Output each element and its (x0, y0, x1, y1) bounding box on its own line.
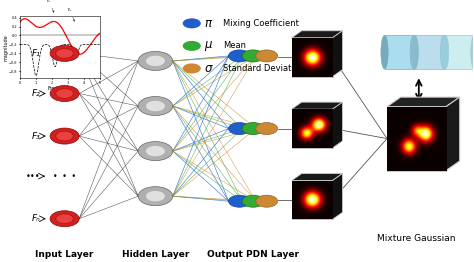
Circle shape (56, 49, 73, 58)
Circle shape (242, 50, 264, 62)
Circle shape (138, 96, 173, 116)
Circle shape (228, 123, 250, 135)
Polygon shape (292, 173, 343, 181)
Circle shape (56, 214, 73, 223)
Text: Input Layer: Input Layer (36, 250, 94, 259)
Text: Mean: Mean (223, 41, 246, 50)
Text: Mixing Coefficient: Mixing Coefficient (223, 19, 299, 28)
Polygon shape (292, 31, 343, 38)
Circle shape (56, 131, 73, 141)
Text: F₃: F₃ (31, 132, 40, 141)
Circle shape (242, 123, 264, 135)
Text: $σ$: $σ$ (204, 62, 214, 75)
Text: F₂: F₂ (31, 89, 40, 98)
Circle shape (146, 146, 165, 156)
Polygon shape (333, 102, 343, 148)
Text: Output PDN Layer: Output PDN Layer (207, 250, 299, 259)
Text: $π$: $π$ (204, 17, 214, 30)
Circle shape (182, 41, 201, 51)
Text: •  •  •: • • • (53, 172, 76, 181)
Polygon shape (446, 97, 460, 171)
Circle shape (182, 63, 201, 73)
Circle shape (138, 141, 173, 161)
Polygon shape (333, 173, 343, 219)
Circle shape (50, 85, 79, 101)
Circle shape (228, 50, 250, 62)
Text: Fₙ: Fₙ (31, 214, 40, 223)
Circle shape (56, 89, 73, 98)
Polygon shape (333, 31, 343, 77)
Circle shape (256, 50, 278, 62)
Text: F₁: F₁ (31, 49, 40, 58)
Polygon shape (292, 109, 333, 148)
Circle shape (50, 45, 79, 62)
Text: •••: ••• (26, 172, 40, 181)
Text: $μ$: $μ$ (204, 39, 214, 53)
Circle shape (182, 18, 201, 28)
Polygon shape (292, 38, 333, 77)
Circle shape (146, 191, 165, 201)
Text: Hidden Layer: Hidden Layer (122, 250, 189, 259)
Polygon shape (292, 102, 343, 109)
Circle shape (138, 187, 173, 206)
Circle shape (50, 211, 79, 227)
Polygon shape (292, 181, 333, 219)
Circle shape (256, 123, 278, 135)
Polygon shape (387, 107, 446, 171)
Circle shape (138, 51, 173, 70)
Text: Mixture Gaussian: Mixture Gaussian (377, 233, 456, 243)
Circle shape (146, 101, 165, 111)
Text: Standard Deviation: Standard Deviation (223, 64, 304, 73)
Circle shape (242, 195, 264, 207)
Circle shape (256, 195, 278, 207)
Polygon shape (387, 97, 460, 107)
Circle shape (50, 128, 79, 144)
Circle shape (146, 56, 165, 66)
Circle shape (228, 195, 250, 207)
